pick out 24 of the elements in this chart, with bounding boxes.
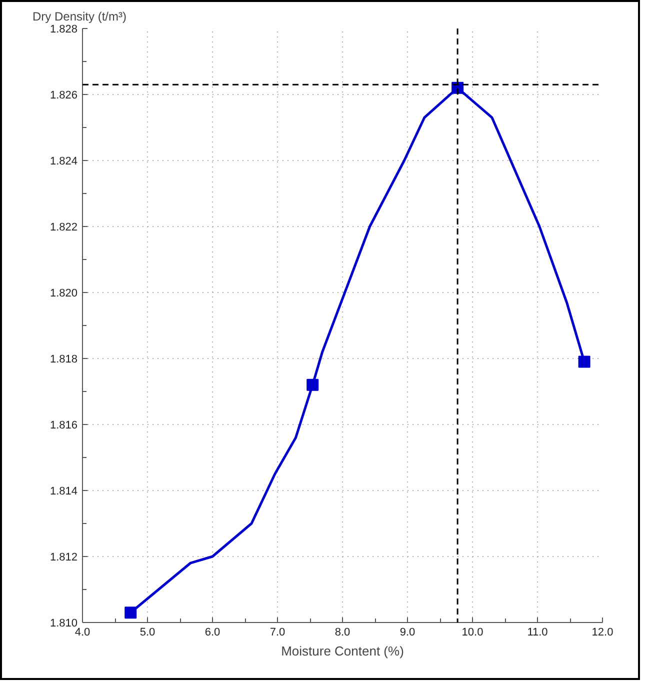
x-axis-title: Moisture Content (%): [281, 644, 404, 658]
y-tick-label: 1.814: [50, 486, 78, 498]
x-tick-label: 11.0: [527, 626, 548, 638]
y-tick-label: 1.828: [50, 24, 78, 36]
x-tick-label: 4.0: [74, 626, 90, 638]
x-tick-label: 9.0: [400, 626, 416, 638]
y-axis-title: Dry Density (t/m³): [32, 10, 126, 24]
y-tick-label: 1.820: [50, 288, 78, 300]
x-tick-label: 7.0: [270, 626, 286, 638]
point: [124, 606, 137, 619]
y-tick-label: 1.822: [50, 222, 78, 234]
y-tick-label: 1.818: [50, 354, 78, 366]
x-tick-label: 10.0: [462, 626, 484, 638]
y-tick-label: 1.826: [50, 90, 78, 102]
point: [578, 356, 590, 368]
point: [306, 378, 319, 391]
y-tick-label: 1.810: [50, 618, 78, 630]
x-tick-label: 12.0: [592, 626, 614, 638]
x-tick-label: 8.0: [334, 626, 350, 638]
x-tick-label: 5.0: [140, 626, 156, 638]
y-tick-label: 1.824: [50, 156, 78, 168]
y-tick-label: 1.816: [50, 420, 78, 432]
x-tick-label: 6.0: [204, 626, 220, 638]
y-tick-label: 1.812: [50, 552, 78, 564]
